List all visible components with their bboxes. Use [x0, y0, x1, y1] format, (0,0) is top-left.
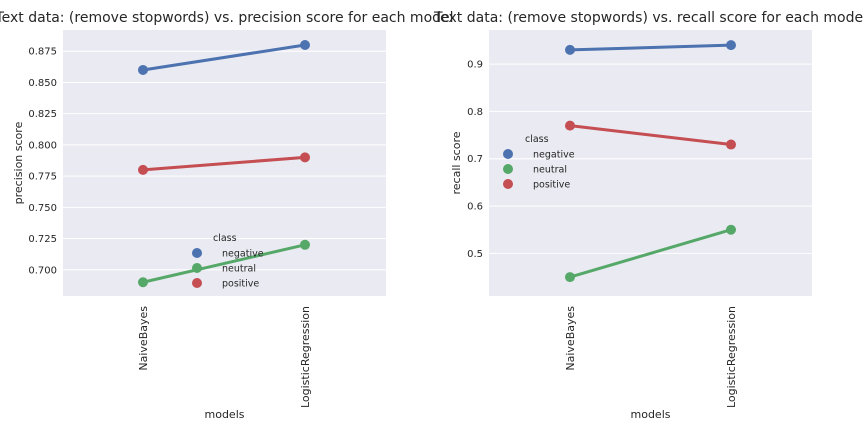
precision-series — [138, 39, 310, 288]
precision-chart: 0.700 0.725 0.750 0.775 0.800 0.825 0.850 0.875… — [0, 10, 454, 421]
x-tick-label: NaiveBayes — [564, 306, 577, 371]
recall-title: Text data: (remove stopwords) vs. recall… — [433, 10, 864, 26]
recall-legend-title: class — [525, 134, 549, 145]
y-tick-label: 0.725 — [28, 234, 57, 245]
precision-y-axis-label: precision score — [12, 121, 25, 204]
legend-marker-positive — [192, 278, 202, 288]
precision-grid — [63, 50, 386, 271]
y-tick-label: 0.800 — [28, 140, 57, 151]
point-neutral — [565, 272, 575, 283]
legend-marker-neutral — [503, 164, 513, 174]
recall-plot-area — [489, 30, 812, 296]
y-tick-label: 0.7 — [467, 154, 483, 165]
legend-marker-negative — [503, 149, 513, 159]
y-tick-label: 0.750 — [28, 203, 57, 214]
recall-x-axis-label: models — [631, 408, 671, 421]
precision-title: Text data: (remove stopwords) vs. precis… — [0, 10, 454, 26]
legend-marker-positive — [503, 179, 513, 189]
point-positive — [138, 164, 148, 175]
recall-series — [565, 40, 736, 283]
series-line-negative — [568, 43, 733, 52]
legend-label-negative: negative — [533, 150, 575, 161]
legend-label-negative: negative — [222, 249, 264, 260]
y-tick-label: 0.775 — [28, 172, 57, 183]
y-tick-label: 0.825 — [28, 109, 57, 120]
x-tick-label: LogisticRegression — [299, 306, 312, 408]
y-tick-label: 0.875 — [28, 47, 57, 58]
x-tick-label: NaiveBayes — [137, 306, 150, 371]
series-line-negative — [141, 43, 307, 72]
legend-label-neutral: neutral — [222, 264, 256, 275]
series-line-positive — [568, 124, 733, 147]
point-positive — [565, 120, 575, 131]
recall-x-ticks: NaiveBayes LogisticRegression — [564, 306, 738, 408]
precision-legend: class negative neutral positive — [192, 233, 264, 290]
point-negative — [300, 39, 310, 50]
recall-legend: class negative neutral positive — [503, 134, 575, 191]
series-line-positive — [141, 155, 307, 172]
recall-y-axis-label: recall score — [450, 131, 463, 194]
y-tick-label: 0.5 — [467, 249, 483, 260]
point-positive — [300, 152, 310, 163]
y-tick-label: 0.8 — [467, 107, 483, 118]
y-tick-label: 0.700 — [28, 265, 57, 276]
point-negative — [138, 64, 148, 75]
precision-legend-title: class — [213, 233, 237, 244]
series-line-neutral — [141, 243, 307, 284]
legend-marker-neutral — [192, 263, 202, 273]
point-positive — [726, 139, 736, 150]
point-neutral — [300, 239, 310, 250]
y-tick-label: 0.6 — [467, 202, 483, 213]
point-neutral — [726, 224, 736, 235]
precision-y-ticks: 0.700 0.725 0.750 0.775 0.800 0.825 0.850 0.875 — [28, 47, 57, 277]
point-negative — [565, 44, 575, 55]
y-tick-label: 0.9 — [467, 60, 483, 71]
legend-marker-negative — [192, 248, 202, 258]
precision-x-axis-label: models — [205, 408, 245, 421]
point-neutral — [138, 277, 148, 288]
legend-label-positive: positive — [222, 279, 259, 290]
legend-label-positive: positive — [533, 180, 570, 191]
recall-y-ticks: 0.5 0.6 0.7 0.8 0.9 — [467, 60, 483, 260]
series-line-neutral — [568, 228, 733, 279]
recall-chart: 0.5 0.6 0.7 0.8 0.9 NaiveBayes LogisticRegres… — [433, 10, 864, 421]
precision-x-ticks: NaiveBayes LogisticRegression — [137, 306, 312, 408]
x-tick-label: LogisticRegression — [725, 306, 738, 408]
point-negative — [726, 40, 736, 51]
legend-label-neutral: neutral — [533, 165, 567, 176]
y-tick-label: 0.850 — [28, 78, 57, 89]
